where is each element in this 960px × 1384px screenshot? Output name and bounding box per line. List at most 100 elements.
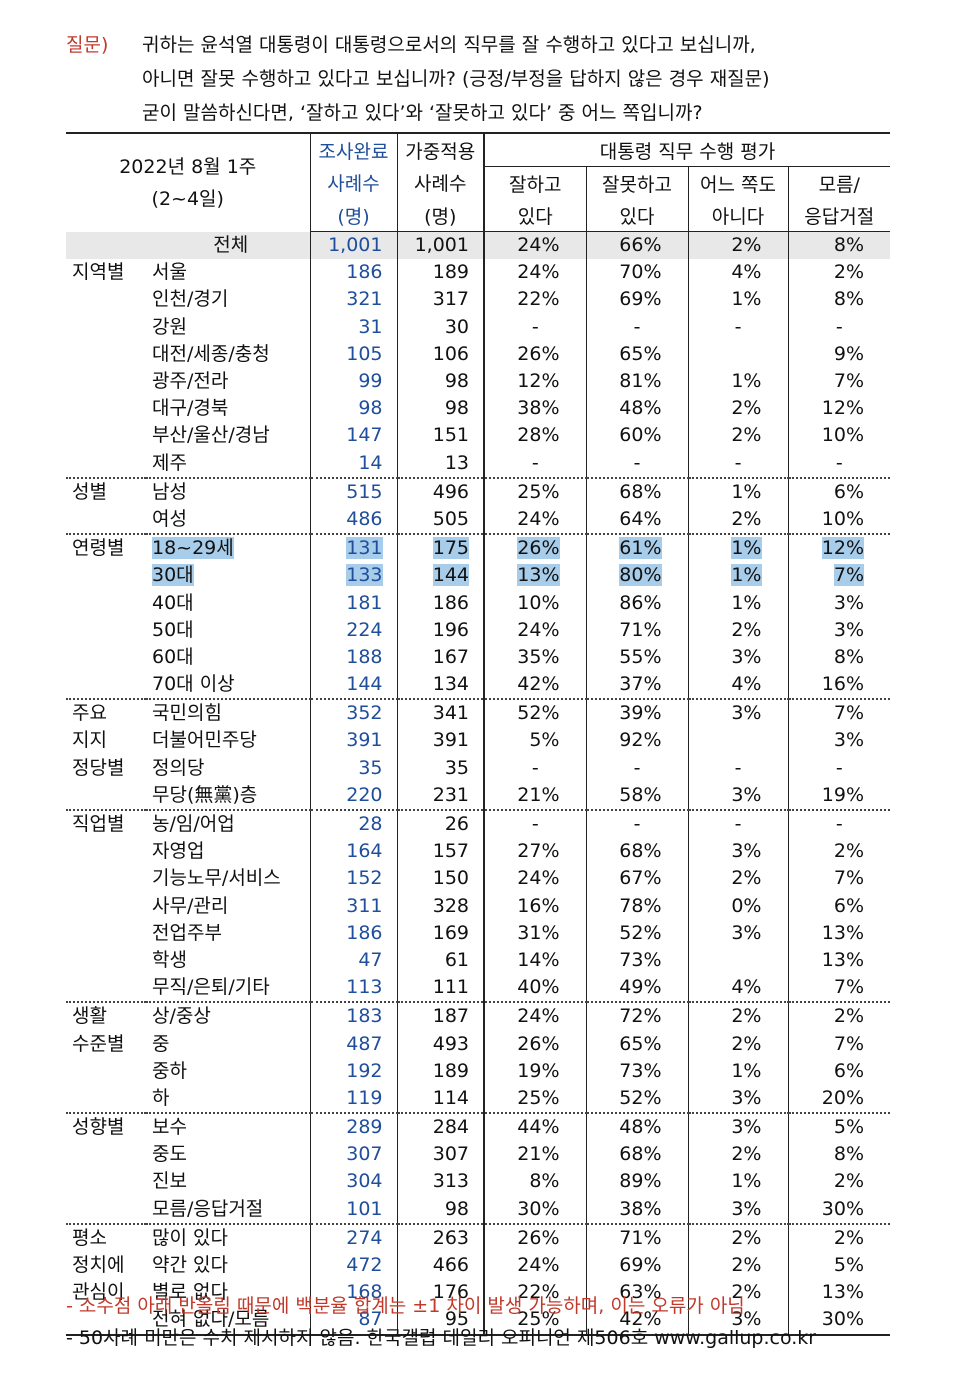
completed-count-cell: 487: [309, 1030, 397, 1058]
weighted-count-cell: 30: [396, 313, 484, 341]
percent-cell: 8%: [787, 231, 891, 260]
weighted-count-cell: 1,001: [396, 231, 484, 260]
percent-cell-text: 55%: [619, 645, 662, 668]
weighted-count-cell: 313: [396, 1168, 484, 1196]
percent-cell-text: 13%: [517, 564, 560, 587]
group-cell-text: 성향별: [72, 1116, 125, 1139]
percent-cell: 5%: [787, 1111, 891, 1142]
percent-cell: 3%: [687, 1306, 788, 1336]
percent-cell-text: 2%: [833, 261, 865, 284]
percent-cell-text: 42%: [619, 1308, 662, 1331]
segment-cell-text: 60대: [152, 645, 194, 668]
percent-cell: 39%: [585, 698, 688, 728]
percent-cell-text: 24%: [517, 1254, 560, 1277]
percent-cell-text: 13%: [821, 921, 865, 944]
weighted-count-cell: 98: [396, 395, 484, 423]
percent-cell: 1%: [687, 286, 788, 314]
completed-count-cell: 28: [309, 808, 397, 839]
completed-count-cell-text: 321: [346, 288, 383, 311]
percent-cell-text: 7%: [833, 370, 865, 393]
percent-cell-text: 2%: [731, 1226, 762, 1249]
percent-cell-text: 3%: [731, 921, 762, 944]
weighted-count-cell-text: 231: [432, 783, 469, 806]
segment-cell: 기능노무/서비스: [146, 865, 310, 892]
percent-cell-text: 1%: [731, 1170, 762, 1193]
percent-cell-text: -: [633, 756, 641, 779]
weighted-count-cell: 341: [396, 698, 484, 728]
percent-cell: 7%: [787, 974, 891, 1003]
completed-count-cell: 131: [309, 533, 397, 563]
period-line1: 2022년 8월 1주: [119, 155, 257, 178]
completed-count-cell: 105: [309, 340, 397, 368]
segment-cell-text: 정의당: [152, 756, 205, 779]
table-row: 직업별 농/임/어업 28 26 - - - -: [66, 808, 891, 839]
weighted-count-cell: 496: [396, 476, 484, 506]
percent-cell-text: 52%: [619, 921, 662, 944]
segment-cell: 여성: [146, 506, 310, 534]
weighted-count-cell: 111: [396, 974, 484, 1003]
percent-cell-text: 9%: [833, 342, 865, 365]
segment-cell-text: 학생: [152, 948, 187, 971]
weighted-count-cell: 151: [396, 422, 484, 450]
percent-cell: 1%: [687, 1057, 788, 1085]
percent-cell: 5%: [483, 727, 586, 755]
completed-count-cell-text: 99: [358, 370, 383, 393]
percent-cell: 52%: [483, 698, 586, 728]
percent-cell-text: 22%: [517, 288, 560, 311]
completed-header: (명): [309, 199, 397, 232]
footnotes: - 소수점 아래 반올림 때문에 백분율 합계는 ±1 차이 발생 가능하며, …: [66, 1290, 816, 1354]
weighted-count-cell-text: 167: [432, 645, 469, 668]
table-row: 제주 14 13 - - - -: [66, 449, 891, 478]
percent-cell-text: 25%: [517, 480, 560, 503]
completed-count-cell-text: 224: [346, 618, 383, 641]
percent-cell: 58%: [585, 781, 688, 810]
completed-count-cell-text: 311: [346, 894, 383, 917]
segment-cell: 모름/응답거절: [146, 1196, 310, 1224]
segment-cell-text: 대구/경북: [152, 397, 229, 420]
completed-count-cell: 87: [309, 1306, 397, 1336]
percent-cell-text: 65%: [619, 342, 662, 365]
percent-cell-text: 2%: [731, 424, 762, 447]
percent-cell: 65%: [585, 1030, 688, 1058]
percent-cell: 3%: [787, 589, 891, 617]
completed-count-cell: 133: [309, 562, 397, 590]
percent-cell-text: 80%: [619, 564, 662, 587]
table-row: 전체 1,001 1,001 24% 66% 2% 8%: [66, 231, 891, 260]
percent-cell-text: -: [633, 315, 641, 338]
percent-cell-text: 1%: [731, 370, 762, 393]
completed-header: 사례수: [309, 166, 397, 199]
completed-count-cell-text: 47: [358, 948, 383, 971]
weighted-count-cell-text: 151: [432, 424, 469, 447]
completed-count-cell-text: 152: [346, 867, 383, 890]
footnote-source: - 50사례 미만은 수치 제시하지 않음. 한국갤럽 데일리 오피니언 제50…: [66, 1327, 817, 1349]
percent-cell: 2%: [687, 505, 788, 535]
weighted-count-cell-text: 98: [444, 397, 469, 420]
percent-cell: 24%: [483, 616, 586, 644]
percent-cell-text: 78%: [619, 894, 662, 917]
percent-cell: 61%: [585, 533, 688, 563]
percent-cell: 72%: [585, 1001, 688, 1031]
percent-cell-text: -: [734, 813, 742, 836]
completed-count-cell-text: 304: [346, 1170, 383, 1193]
percent-cell: 48%: [585, 1111, 688, 1142]
percent-cell-text: 12%: [821, 537, 865, 560]
weighted-count-cell-text: 26: [444, 813, 469, 836]
completed-count-cell: 35: [309, 754, 397, 782]
percent-cell: 8%: [787, 1141, 891, 1169]
table-row: 30대 133 144 13% 80% 1% 7%: [66, 562, 891, 590]
table-row: 수준별 중 487 493 26% 65% 2% 7%: [66, 1030, 891, 1058]
percent-cell: 10%: [787, 422, 891, 450]
group-cell: [66, 314, 146, 341]
weighted-count-cell: 167: [396, 643, 484, 671]
percent-cell-text: 4%: [731, 673, 762, 696]
percent-cell: 55%: [585, 643, 688, 671]
weighted-count-cell: 61: [396, 946, 484, 975]
percent-cell: 26%: [483, 1222, 586, 1252]
table-row: 60대 188 167 35% 55% 3% 8%: [66, 643, 891, 671]
percent-cell: -: [687, 754, 788, 782]
percent-cell-text: 72%: [619, 1005, 662, 1028]
percent-cell-text: 58%: [619, 783, 662, 806]
segment-cell-text: 하: [152, 1086, 170, 1109]
segment-cell-text: 무당(無黨)층: [152, 783, 258, 806]
weighted-count-cell: 134: [396, 671, 484, 700]
